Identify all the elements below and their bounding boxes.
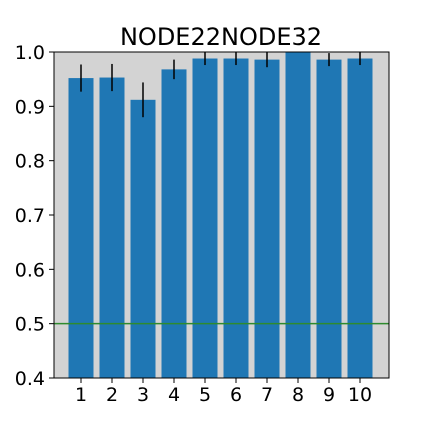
bar bbox=[286, 52, 311, 378]
y-tick-label: 0.5 bbox=[15, 314, 45, 336]
x-tick-label: 2 bbox=[106, 384, 118, 406]
x-tick-label: 1 bbox=[75, 384, 87, 406]
x-tick-label: 6 bbox=[230, 384, 242, 406]
chart-title: NODE22NODE32 bbox=[120, 23, 322, 51]
x-tick-label: 8 bbox=[292, 384, 304, 406]
bar bbox=[131, 100, 156, 378]
y-tick-label: 0.6 bbox=[15, 259, 45, 281]
bar bbox=[69, 78, 94, 378]
bar bbox=[255, 60, 280, 378]
y-tick-label: 0.8 bbox=[15, 151, 45, 173]
y-tick-label: 0.7 bbox=[15, 205, 45, 227]
x-tick-label: 3 bbox=[137, 384, 149, 406]
x-tick-label: 7 bbox=[261, 384, 273, 406]
x-tick-label: 10 bbox=[348, 384, 372, 406]
bar bbox=[348, 59, 373, 378]
bar bbox=[193, 59, 218, 378]
y-tick-label: 0.9 bbox=[15, 96, 45, 118]
bar bbox=[317, 60, 342, 378]
bar bbox=[224, 59, 249, 378]
bar bbox=[100, 78, 125, 378]
x-tick-label: 5 bbox=[199, 384, 211, 406]
plot-area: 0.4 0.5 0.6 0.7 0.8 0.9 1.0 1 2 3 4 5 6 7 8 9 10 bbox=[15, 42, 389, 406]
y-tick-label: 0.4 bbox=[15, 368, 45, 390]
x-tick-label: 9 bbox=[323, 384, 335, 406]
bar bbox=[162, 69, 187, 378]
y-tick-label: 1.0 bbox=[15, 42, 45, 64]
x-tick-label: 4 bbox=[168, 384, 180, 406]
